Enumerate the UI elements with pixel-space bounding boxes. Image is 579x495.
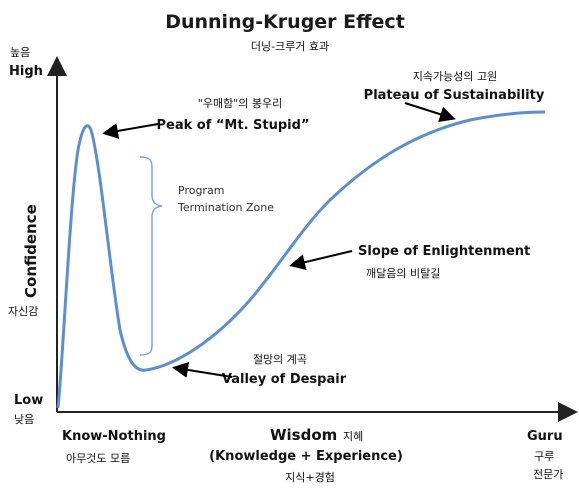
program-zone-label-line2: Termination Zone bbox=[177, 201, 274, 214]
x-axis-sublabel: (Knowledge + Experience) bbox=[209, 449, 403, 464]
x-start-ko-label: 아무것도 모름 bbox=[66, 452, 130, 465]
x-axis-title-ko: 지혜 bbox=[343, 430, 363, 443]
plateau-label: Plateau of Sustainability bbox=[364, 88, 545, 103]
diagram-subtitle-ko: 더닝-크루거 효과 bbox=[251, 40, 329, 53]
y-high-label: High bbox=[9, 64, 43, 79]
x-start-label: Know-Nothing bbox=[62, 429, 166, 444]
peak-label: Peak of “Mt. Stupid” bbox=[156, 118, 309, 133]
program-zone-bracket bbox=[139, 156, 163, 356]
y-low-label: Low bbox=[14, 393, 43, 408]
x-axis-sublabel-ko: 지식+경험 bbox=[285, 471, 335, 484]
y-axis-title-ko: 자신감 bbox=[8, 305, 38, 318]
x-end-ko-line1: 구루 bbox=[534, 450, 554, 463]
x-end-ko-line2: 전문가 bbox=[533, 468, 563, 481]
peak-label-ko: "우매함"의 봉우리 bbox=[198, 97, 282, 110]
diagram-title: Dunning-Kruger Effect bbox=[165, 11, 405, 33]
valley-label-ko: 절망의 계곡 bbox=[253, 353, 307, 366]
y-high-ko-label: 높음 bbox=[10, 46, 30, 59]
plateau-label-ko: 지속가능성의 고원 bbox=[413, 70, 497, 83]
dunning-kruger-curve bbox=[56, 110, 546, 409]
program-zone-label-line1: Program bbox=[178, 184, 224, 197]
x-axis-title: Wisdom bbox=[270, 426, 337, 444]
plateau-arrow bbox=[404, 102, 456, 122]
peak-arrow bbox=[102, 123, 159, 139]
slope-label: Slope of Enlightenment bbox=[358, 244, 530, 259]
slope-arrow bbox=[289, 250, 353, 271]
valley-label: Valley of Despair bbox=[222, 372, 347, 387]
x-end-label: Guru bbox=[527, 429, 563, 444]
valley-arrow bbox=[172, 362, 233, 378]
y-low-ko-label: 낮음 bbox=[14, 413, 34, 426]
slope-label-ko: 깨달음의 비탈길 bbox=[366, 267, 440, 280]
y-axis-title: Confidence bbox=[22, 204, 40, 298]
